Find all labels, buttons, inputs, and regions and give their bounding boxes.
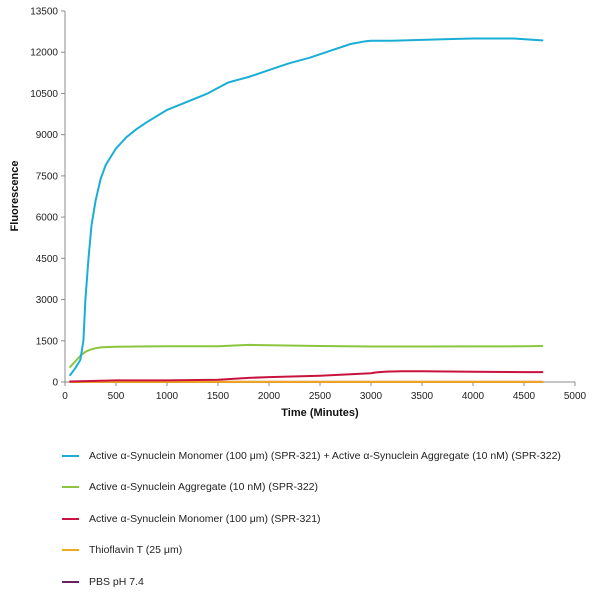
legend-label: Active α-Synuclein Aggregate (10 nM) (SP…: [89, 481, 319, 494]
x-axis-title: Time (Minutes): [281, 407, 359, 419]
y-tick-label: 7500: [36, 171, 59, 182]
legend-swatch: [62, 486, 79, 489]
legend-swatch: [62, 580, 79, 583]
legend-swatch: [62, 549, 79, 552]
y-tick-label: 4500: [36, 254, 59, 265]
legend-label: Active α-Synuclein Monomer (100 μm) (SPR…: [89, 449, 561, 462]
x-tick-label: 1500: [207, 391, 230, 402]
y-tick-label: 10500: [30, 89, 58, 100]
legend-label: Thioflavin T (25 μm): [89, 544, 183, 557]
legend-item: PBS pH 7.4: [62, 566, 592, 598]
x-tick-label: 500: [108, 391, 125, 402]
y-tick-label: 13500: [30, 7, 58, 18]
legend-item: Active α-Synuclein Monomer (100 μm) (SPR…: [62, 440, 592, 472]
x-tick-label: 1000: [156, 391, 179, 402]
legend-item: Active α-Synuclein Aggregate (10 nM) (SP…: [62, 472, 592, 504]
x-tick-label: 4500: [513, 391, 536, 402]
x-tick-label: 3500: [411, 391, 434, 402]
axes: 0 1500 3000 4500 6000 7500 9000 10500 12000 13500…: [30, 7, 586, 403]
series-layer: [69, 37, 544, 383]
y-tick-label: 0: [52, 378, 58, 389]
legend-item: Active α-Synuclein Monomer (100 μm) (SPR…: [62, 503, 592, 535]
x-tick-label: 0: [62, 391, 68, 402]
legend: Active α-Synuclein Monomer (100 μm) (SPR…: [62, 440, 592, 598]
x-tick-label: 2500: [309, 391, 332, 402]
x-tick-label: 5000: [564, 391, 587, 402]
line-chart: 0 1500 3000 4500 6000 7500 9000 10500 12000 13500…: [9, 7, 587, 420]
x-tick-label: 4000: [462, 391, 485, 402]
y-tick-label: 12000: [30, 48, 58, 59]
legend-label: Active α-Synuclein Monomer (100 μm) (SPR…: [89, 512, 321, 525]
y-tick-label: 6000: [36, 213, 59, 224]
y-tick-label: 1500: [36, 336, 59, 347]
legend-swatch: [62, 454, 79, 457]
y-axis-title: Fluorescence: [9, 161, 21, 232]
x-tick-label: 2000: [258, 391, 281, 402]
series-line-aggregate: [69, 343, 544, 368]
legend-item: Thioflavin T (25 μm): [62, 535, 592, 567]
y-tick-label: 9000: [36, 130, 59, 141]
legend-swatch: [62, 517, 79, 520]
series-line-monomer: [69, 370, 544, 383]
x-tick-label: 3000: [360, 391, 383, 402]
series-line-monomer-plus-aggregate: [69, 37, 544, 377]
y-tick-label: 3000: [36, 295, 59, 306]
legend-label: PBS pH 7.4: [89, 575, 144, 588]
